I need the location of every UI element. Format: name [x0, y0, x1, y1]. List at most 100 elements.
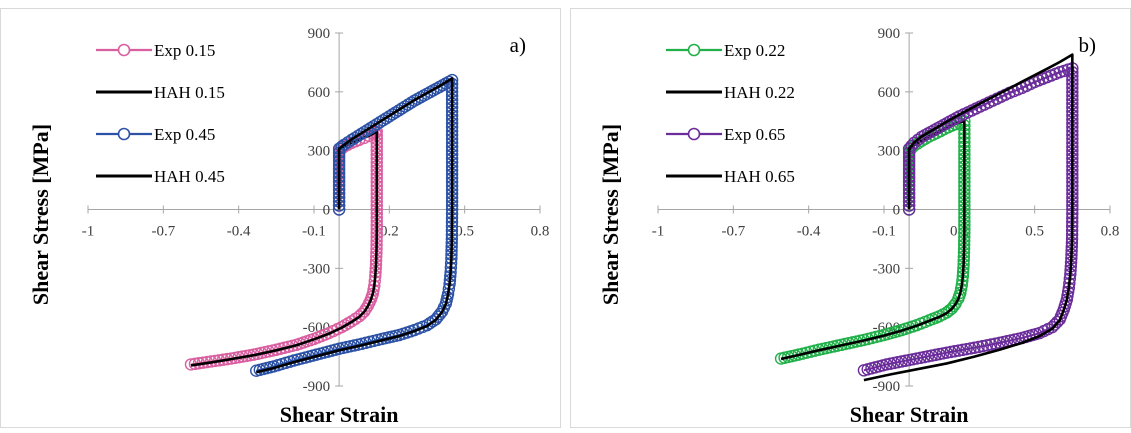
legend-swatch-marker	[687, 127, 701, 141]
x-tick-label: -0.1	[302, 224, 326, 240]
panel-label: a)	[510, 33, 526, 57]
x-tick-label: -0.4	[797, 224, 821, 240]
data-point	[947, 299, 960, 313]
x-axis-title: Shear Strain	[850, 402, 969, 427]
legend-item: Exp 0.15	[96, 41, 215, 60]
y-tick-label: 300	[878, 144, 901, 160]
data-point	[984, 338, 998, 351]
data-point	[960, 342, 973, 356]
data-point	[376, 114, 390, 127]
legend-item: Exp 0.45	[96, 125, 215, 144]
y-tick-label: 900	[878, 26, 901, 42]
chart-border	[0, 8, 561, 428]
y-tick-label: 0	[893, 203, 901, 219]
data-point	[972, 340, 985, 354]
y-axis-title: Shear Stress [MPa]	[28, 124, 53, 305]
x-tick-label: -1	[652, 224, 665, 240]
data-point	[968, 341, 981, 354]
y-tick-label: 300	[308, 144, 331, 160]
data-point	[335, 140, 348, 153]
legend-swatch-marker	[687, 43, 701, 57]
panel-label: b)	[1079, 33, 1097, 57]
legend-item: HAH 0.22	[666, 83, 795, 102]
y-tick-label: 0	[323, 203, 331, 219]
data-point	[354, 127, 368, 141]
x-tick-label: 0.5	[455, 224, 474, 240]
legend-swatch-marker	[117, 127, 131, 141]
legend-item: Exp 0.65	[666, 125, 785, 144]
y-tick-label: -900	[873, 379, 901, 395]
legend-label: HAH 0.65	[724, 167, 795, 186]
chart-panel-a: -1 -0.7 -0.4 -0.1 0.2 0.5 0.8 -900 -600 -300 0 300 6…	[0, 8, 561, 433]
data-point	[379, 112, 393, 125]
x-axis-title: Shear Strain	[280, 402, 399, 427]
y-tick-label: 600	[308, 85, 331, 101]
y-tick-label: 600	[878, 85, 901, 101]
data-point	[964, 342, 977, 355]
y-tick-label: 900	[308, 26, 331, 42]
data-point	[345, 133, 358, 147]
data-point	[943, 304, 956, 317]
legend: Exp 0.15 HAH 0.15 Exp 0.45 HAH 0.45	[96, 41, 225, 186]
x-tick-label: -1	[82, 224, 95, 240]
data-point	[944, 345, 957, 359]
series-hah-0-45	[255, 77, 454, 374]
data-point	[370, 117, 383, 131]
data-point	[1048, 318, 1061, 331]
y-axis-title: Shear Stress [MPa]	[598, 124, 623, 305]
x-tick-label: -0.7	[151, 224, 175, 240]
data-point	[358, 125, 371, 139]
legend-label: Exp 0.65	[724, 125, 785, 144]
data-point	[401, 98, 415, 111]
data-point	[423, 317, 437, 330]
legend-label: Exp 0.15	[154, 41, 215, 60]
x-tick-label: 0.2	[380, 224, 399, 240]
legend-item: HAH 0.65	[666, 167, 795, 186]
data-point	[989, 337, 1002, 350]
data-point	[980, 339, 994, 352]
y-tick-label: -900	[303, 379, 331, 395]
legend-label: HAH 0.45	[154, 167, 225, 186]
data-point	[348, 131, 362, 145]
data-point	[386, 108, 399, 121]
x-tick-label: -0.1	[872, 224, 896, 240]
legend-swatch-marker	[117, 43, 131, 57]
x-tick-label: -0.4	[227, 224, 251, 240]
data-point	[395, 102, 409, 115]
data-point	[952, 344, 965, 357]
legend-label: Exp 0.45	[154, 125, 215, 144]
data-point	[948, 345, 961, 358]
legend: Exp 0.22 HAH 0.22 Exp 0.65 HAH 0.65	[666, 41, 795, 186]
x-tick-label: -0.7	[721, 224, 745, 240]
y-tick-label: -300	[303, 261, 331, 277]
x-tick-label: 0.8	[531, 224, 550, 240]
data-point	[398, 100, 412, 113]
data-point	[993, 336, 1006, 350]
data-point	[361, 123, 374, 137]
data-point	[976, 339, 989, 353]
legend-label: HAH 0.15	[154, 83, 225, 102]
chart-a-svg: -1 -0.7 -0.4 -0.1 0.2 0.5 0.8-900-600-30003006…	[0, 8, 561, 428]
data-point	[364, 121, 377, 135]
data-point	[351, 129, 365, 143]
data-point	[405, 96, 418, 109]
chart-b-svg: -1 -0.7 -0.4 -0.1 0.2 0.5 0.8-900-600-30003006…	[570, 8, 1131, 428]
data-point	[383, 110, 396, 123]
x-tick-label: 0.5	[1025, 224, 1044, 240]
chart-panel-b: -1 -0.7 -0.4 -0.1 0.2 0.5 0.8 -900 -600 -300 0 300 6…	[570, 8, 1131, 433]
data-point	[392, 104, 405, 117]
legend-item: Exp 0.22	[666, 41, 785, 60]
data-point	[367, 119, 380, 133]
legend-item: HAH 0.15	[96, 83, 225, 102]
legend-item: HAH 0.45	[96, 167, 225, 186]
y-tick-label: -300	[873, 261, 901, 277]
series-hah-0-65	[863, 53, 1074, 382]
data-point	[389, 106, 402, 119]
legend-label: HAH 0.22	[724, 83, 795, 102]
data-point	[373, 116, 387, 129]
data-point	[907, 136, 921, 150]
series-line	[863, 53, 1074, 382]
series-line	[255, 77, 454, 374]
data-point	[956, 343, 969, 357]
legend-label: Exp 0.22	[724, 41, 785, 60]
